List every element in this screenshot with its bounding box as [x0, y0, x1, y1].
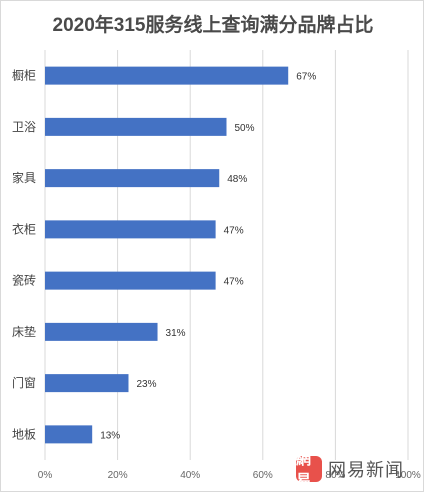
category-label: 衣柜: [12, 221, 36, 236]
bar: [45, 425, 93, 444]
watermark-text: 网易新闻: [328, 460, 404, 480]
value-label: 13%: [100, 430, 120, 441]
bar: [45, 117, 227, 136]
bar: [45, 271, 216, 290]
bar: [45, 66, 289, 85]
x-tick-label: 60%: [253, 470, 273, 481]
category-label: 橱柜: [12, 69, 36, 83]
category-label: 卫浴: [12, 120, 36, 134]
x-tick-label: 0%: [38, 470, 53, 481]
category-label: 门窗: [12, 375, 36, 390]
value-label: 47%: [224, 225, 244, 236]
value-label: 23%: [136, 379, 156, 390]
watermark: 網易 网易新闻: [296, 451, 424, 489]
value-label: 31%: [166, 328, 186, 339]
x-tick-label: 80%: [325, 470, 345, 481]
bar: [45, 374, 129, 393]
bar: [45, 169, 220, 188]
chart-title: 2020年315服务线上查询满分品牌占比: [52, 15, 374, 36]
value-label: 50%: [235, 123, 255, 134]
category-label: 瓷砖: [12, 273, 36, 288]
netease-logo-icon: 網易: [296, 451, 322, 489]
bar: [45, 322, 158, 341]
category-label: 床垫: [12, 324, 36, 339]
x-tick-label: 100%: [395, 470, 421, 481]
category-label: 家具: [12, 170, 36, 185]
value-label: 47%: [224, 277, 244, 288]
x-tick-label: 40%: [180, 470, 200, 481]
value-label: 48%: [227, 174, 247, 185]
bar: [45, 220, 216, 239]
category-label: 地板: [12, 427, 36, 441]
x-tick-label: 20%: [108, 470, 128, 481]
value-label: 67%: [296, 72, 316, 83]
